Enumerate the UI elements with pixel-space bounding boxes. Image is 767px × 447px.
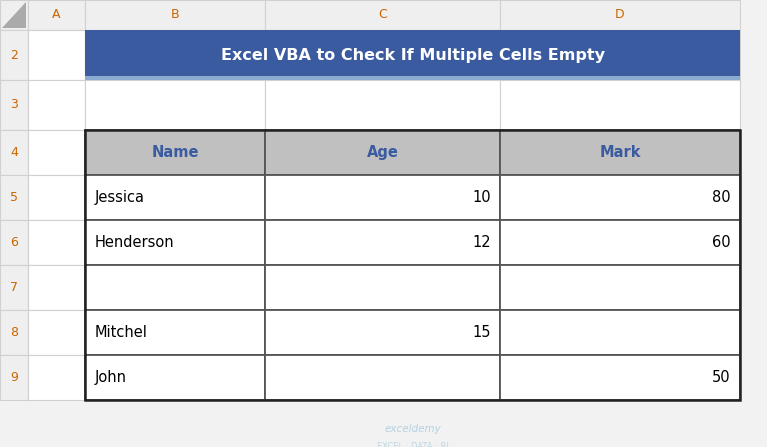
Bar (85, 0, 265, 30)
Bar (265, 355, 500, 400)
Bar (28, 0, 85, 30)
Bar (265, 0, 500, 30)
Bar (85, 80, 265, 130)
Bar (265, 265, 500, 310)
Text: 3: 3 (10, 98, 18, 111)
Bar (28, 80, 85, 130)
Bar (85, 130, 265, 175)
Bar (500, 80, 740, 130)
Text: Age: Age (367, 145, 398, 160)
Bar (85, 30, 265, 80)
Bar (28, 175, 85, 220)
Text: Mark: Mark (599, 145, 640, 160)
Bar (500, 355, 740, 400)
Text: 80: 80 (713, 190, 731, 205)
Text: Jessica: Jessica (94, 190, 144, 205)
Text: D: D (615, 8, 625, 21)
Bar (500, 30, 740, 80)
Bar (500, 310, 740, 355)
Text: John: John (94, 370, 127, 385)
Text: 50: 50 (713, 370, 731, 385)
Bar (500, 220, 740, 265)
Bar (500, 265, 740, 310)
Text: Name: Name (151, 145, 199, 160)
Bar (28, 220, 85, 265)
Polygon shape (2, 2, 26, 28)
Text: 9: 9 (10, 371, 18, 384)
Bar (85, 265, 265, 310)
Bar (265, 30, 500, 80)
Bar (85, 175, 265, 220)
Bar (500, 130, 740, 175)
Bar (265, 130, 500, 175)
Bar (265, 80, 500, 130)
Bar (500, 310, 740, 355)
Text: B: B (171, 8, 179, 21)
Bar (0, 80, 28, 130)
Text: 6: 6 (10, 236, 18, 249)
Bar (85, 130, 265, 175)
Bar (265, 310, 500, 355)
Bar (265, 130, 500, 175)
Bar (0, 355, 28, 400)
Bar (265, 355, 500, 400)
Bar (28, 130, 85, 175)
Bar (0, 30, 28, 80)
Bar (28, 30, 85, 80)
Bar (85, 220, 265, 265)
Bar (0, 0, 28, 30)
Bar (85, 30, 740, 80)
Text: exceldemy: exceldemy (384, 424, 441, 434)
Bar (85, 220, 265, 265)
Bar (85, 76, 740, 80)
Bar (265, 175, 500, 220)
Bar (85, 355, 265, 400)
Bar (265, 220, 500, 265)
Bar (500, 130, 740, 175)
Bar (265, 265, 500, 310)
Text: 2: 2 (10, 49, 18, 62)
Text: A: A (52, 8, 61, 21)
Bar (85, 265, 265, 310)
Bar (265, 310, 500, 355)
Bar (85, 310, 265, 355)
Bar (85, 355, 265, 400)
Text: 8: 8 (10, 326, 18, 339)
Text: 10: 10 (472, 190, 491, 205)
Text: 5: 5 (10, 191, 18, 204)
Bar (500, 355, 740, 400)
Text: 12: 12 (472, 235, 491, 250)
Bar (500, 175, 740, 220)
Text: Henderson: Henderson (94, 235, 174, 250)
Bar (265, 175, 500, 220)
Bar (28, 265, 85, 310)
Bar (500, 220, 740, 265)
Text: EXCEL · DATA · BI: EXCEL · DATA · BI (377, 443, 449, 447)
Text: 7: 7 (10, 281, 18, 294)
Bar (28, 310, 85, 355)
Text: C: C (378, 8, 387, 21)
Text: 4: 4 (10, 146, 18, 159)
Bar (0, 220, 28, 265)
Bar (500, 0, 740, 30)
Bar (0, 175, 28, 220)
Bar (0, 310, 28, 355)
Bar (0, 265, 28, 310)
Bar (85, 175, 265, 220)
Bar (85, 310, 265, 355)
Bar (28, 355, 85, 400)
Text: 15: 15 (472, 325, 491, 340)
Text: Excel VBA to Check If Multiple Cells Empty: Excel VBA to Check If Multiple Cells Emp… (220, 47, 604, 63)
Bar (265, 220, 500, 265)
Bar (85, 130, 740, 400)
Bar (500, 175, 740, 220)
Text: 60: 60 (713, 235, 731, 250)
Bar (0, 130, 28, 175)
Text: Mitchel: Mitchel (94, 325, 147, 340)
Bar (500, 265, 740, 310)
